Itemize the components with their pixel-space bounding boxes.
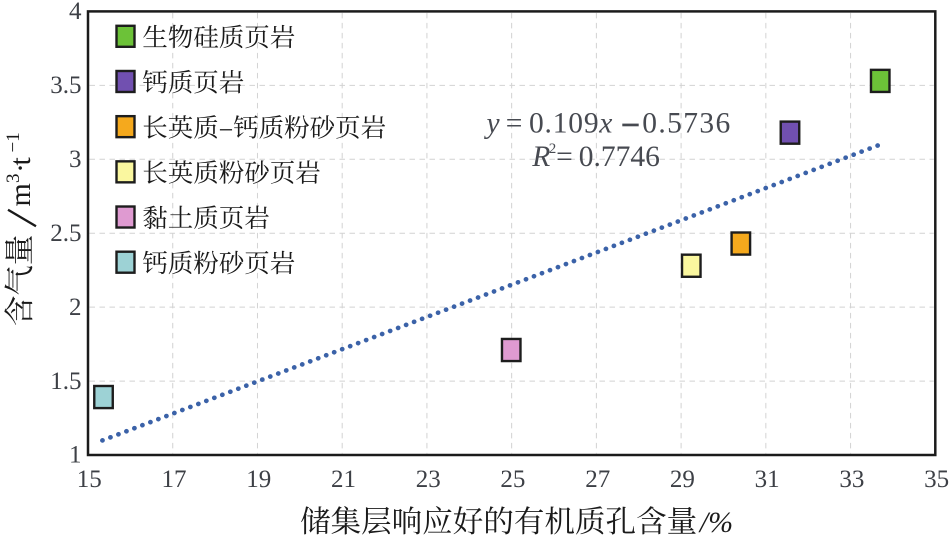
svg-text:19: 19 [246,466,271,493]
svg-text:0.5736: 0.5736 [642,108,732,140]
svg-text:21: 21 [331,466,356,493]
svg-text:3: 3 [69,146,82,173]
svg-text:25: 25 [500,466,525,493]
svg-text:33: 33 [839,466,864,493]
svg-text:m: m [4,183,37,206]
svg-text:4: 4 [69,0,82,25]
svg-text:27: 27 [585,466,610,493]
svg-text:0.7746: 0.7746 [579,141,660,173]
svg-text:1.5: 1.5 [50,368,81,395]
svg-text:t: t [4,157,37,166]
svg-text:−1: −1 [3,132,24,152]
svg-text:/%: /% [698,506,733,538]
svg-text:R: R [531,141,550,173]
svg-text:y: y [484,108,501,140]
svg-text:31: 31 [755,466,780,493]
svg-text:=: = [506,108,523,140]
svg-text:0.109: 0.109 [529,108,599,140]
svg-text:=: = [556,141,573,173]
svg-text:3.5: 3.5 [50,72,81,99]
svg-text:x: x [598,108,612,140]
svg-text:17: 17 [162,466,187,493]
svg-text:35: 35 [924,466,949,493]
svg-text:2.5: 2.5 [50,220,81,247]
svg-text:15: 15 [77,466,102,493]
svg-text:3: 3 [3,174,24,184]
svg-text:23: 23 [416,466,441,493]
svg-text:·: · [4,163,37,173]
svg-text:2: 2 [69,294,82,321]
svg-text:29: 29 [670,466,695,493]
svg-text:1: 1 [69,442,82,469]
svg-text:2: 2 [549,141,557,157]
